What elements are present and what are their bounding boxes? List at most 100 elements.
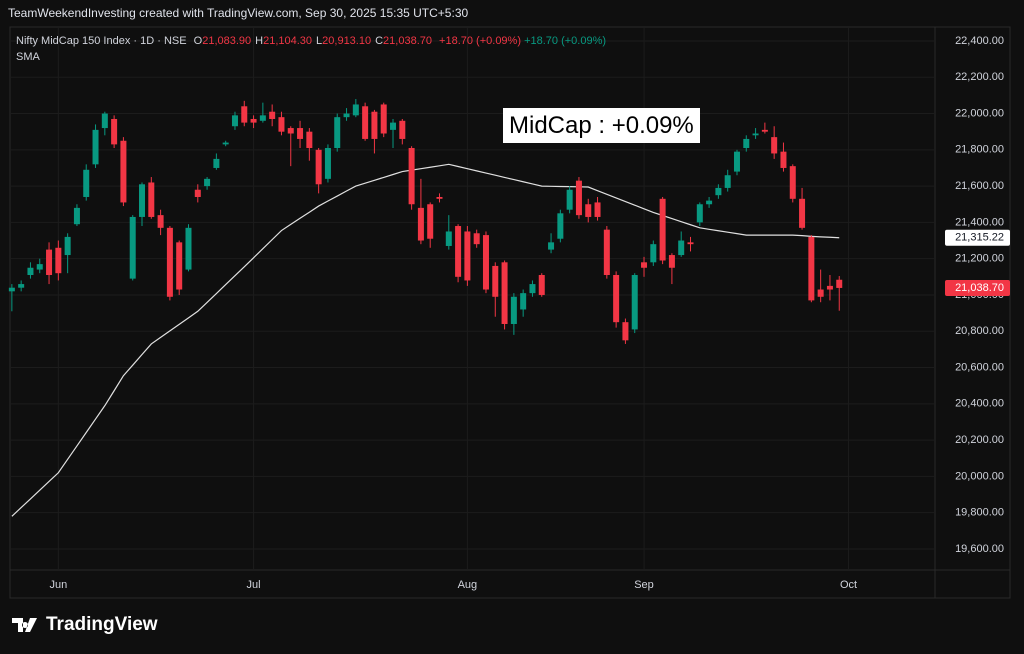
candle-body xyxy=(408,148,415,205)
ohlc-key: C xyxy=(375,35,384,47)
candle-body xyxy=(501,262,508,324)
candle-body xyxy=(548,242,555,250)
candle-body xyxy=(352,104,359,116)
candle-body xyxy=(278,117,285,132)
candle-body xyxy=(269,111,276,119)
change: +18.70 (+0.09%) xyxy=(439,35,521,47)
candle-body xyxy=(668,255,675,268)
brand: TradingView xyxy=(46,614,158,635)
candle-body xyxy=(696,204,703,223)
candle-body xyxy=(808,236,815,301)
y-tick-label: 19,600.00 xyxy=(955,543,1004,555)
candle-body xyxy=(659,198,666,261)
candle-body xyxy=(83,169,90,197)
candle-body xyxy=(417,207,424,241)
ohlc-key: L xyxy=(316,35,323,47)
x-tick-label: Sep xyxy=(634,579,654,591)
candle-body xyxy=(799,198,806,228)
ohlc-value: 20,913.10 xyxy=(322,35,372,47)
candle-body xyxy=(836,279,843,288)
candle-body xyxy=(399,120,406,139)
candle-body xyxy=(492,265,499,297)
candle-body xyxy=(8,287,15,292)
candle-body xyxy=(371,111,378,139)
candle-body xyxy=(817,289,824,297)
candle-body xyxy=(733,151,740,172)
candle-body xyxy=(73,207,80,225)
ohlc-key: O xyxy=(193,35,203,47)
candle-body xyxy=(538,275,545,295)
y-tick-label: 19,800.00 xyxy=(955,507,1004,519)
annotation: MidCap : +0.09% xyxy=(503,108,700,143)
y-tick-label: 20,200.00 xyxy=(955,434,1004,446)
candle-body xyxy=(761,129,768,132)
ohlc-value: 21,083.90 xyxy=(202,35,252,47)
y-tick-label: 21,600.00 xyxy=(955,180,1004,192)
candle-body xyxy=(613,275,620,323)
price-tag-label: 21,038.70 xyxy=(955,282,1004,294)
candle-body xyxy=(557,213,564,239)
candle-body xyxy=(129,216,136,279)
candle-body xyxy=(101,113,108,129)
candle-body xyxy=(148,182,155,217)
change-alt: +18.70 (+0.09%) xyxy=(524,35,607,47)
candle-body xyxy=(427,204,434,239)
legend: Nifty MidCap 150 Index · 1D · NSE O21,08… xyxy=(16,33,606,65)
candle-body xyxy=(789,166,796,199)
candle-body xyxy=(520,293,527,310)
candle-body xyxy=(771,137,778,154)
candle-body xyxy=(594,202,601,217)
candle-body xyxy=(826,285,833,290)
y-tick-label: 20,800.00 xyxy=(955,325,1004,337)
candle-body xyxy=(315,149,322,185)
ohlc-value: 21,038.70 xyxy=(383,35,432,47)
candle-body xyxy=(111,118,118,145)
candle-body xyxy=(18,284,25,288)
attribution: TeamWeekendInvesting created with Tradin… xyxy=(0,0,1024,26)
candle-body xyxy=(120,140,127,203)
candle-body xyxy=(92,129,99,165)
y-tick-label: 21,200.00 xyxy=(955,253,1004,265)
candle-body xyxy=(222,142,229,145)
ohlc: O21,083.90 H21,104.30 L20,913.10 C21,038.70 xyxy=(190,35,436,47)
legend-row: Nifty MidCap 150 Index · 1D · NSE O21,08… xyxy=(16,33,606,49)
indicator-name: SMA xyxy=(16,51,40,63)
candle-body xyxy=(390,122,397,130)
candle-body xyxy=(464,231,471,281)
candle-body xyxy=(27,267,34,276)
candle-body xyxy=(185,227,192,270)
candle-body xyxy=(473,233,480,245)
y-tick-label: 20,000.00 xyxy=(955,470,1004,482)
candle-body xyxy=(575,180,582,216)
candle-body xyxy=(297,128,304,139)
x-tick-label: Jul xyxy=(247,579,261,591)
candle-body xyxy=(752,133,759,136)
candle-body xyxy=(603,229,610,276)
symbol: Nifty MidCap 150 Index · 1D · NSE xyxy=(16,35,187,47)
candle-body xyxy=(36,264,43,270)
y-tick-label: 20,400.00 xyxy=(955,398,1004,410)
candle-body xyxy=(780,151,787,168)
candle-body xyxy=(204,178,211,187)
y-tick-label: 22,400.00 xyxy=(955,35,1004,47)
candle-body xyxy=(213,158,220,168)
candle-body xyxy=(287,128,294,134)
candle-body xyxy=(455,226,462,277)
candle-body xyxy=(64,236,71,256)
candle-body xyxy=(687,242,694,245)
price-tag-label: 21,315.22 xyxy=(955,232,1004,244)
candle-body xyxy=(157,215,164,228)
candle-body xyxy=(622,322,629,341)
candle-body xyxy=(55,247,62,274)
candle-body xyxy=(362,106,369,139)
candle-body xyxy=(46,249,53,276)
candle-body xyxy=(724,175,731,188)
candle-body xyxy=(139,184,146,217)
sma-line xyxy=(11,163,840,517)
candle-body xyxy=(334,117,341,149)
candle-body xyxy=(324,148,331,179)
candle-body xyxy=(436,196,443,199)
y-tick-label: 21,800.00 xyxy=(955,144,1004,156)
y-tick-label: 22,200.00 xyxy=(955,71,1004,83)
